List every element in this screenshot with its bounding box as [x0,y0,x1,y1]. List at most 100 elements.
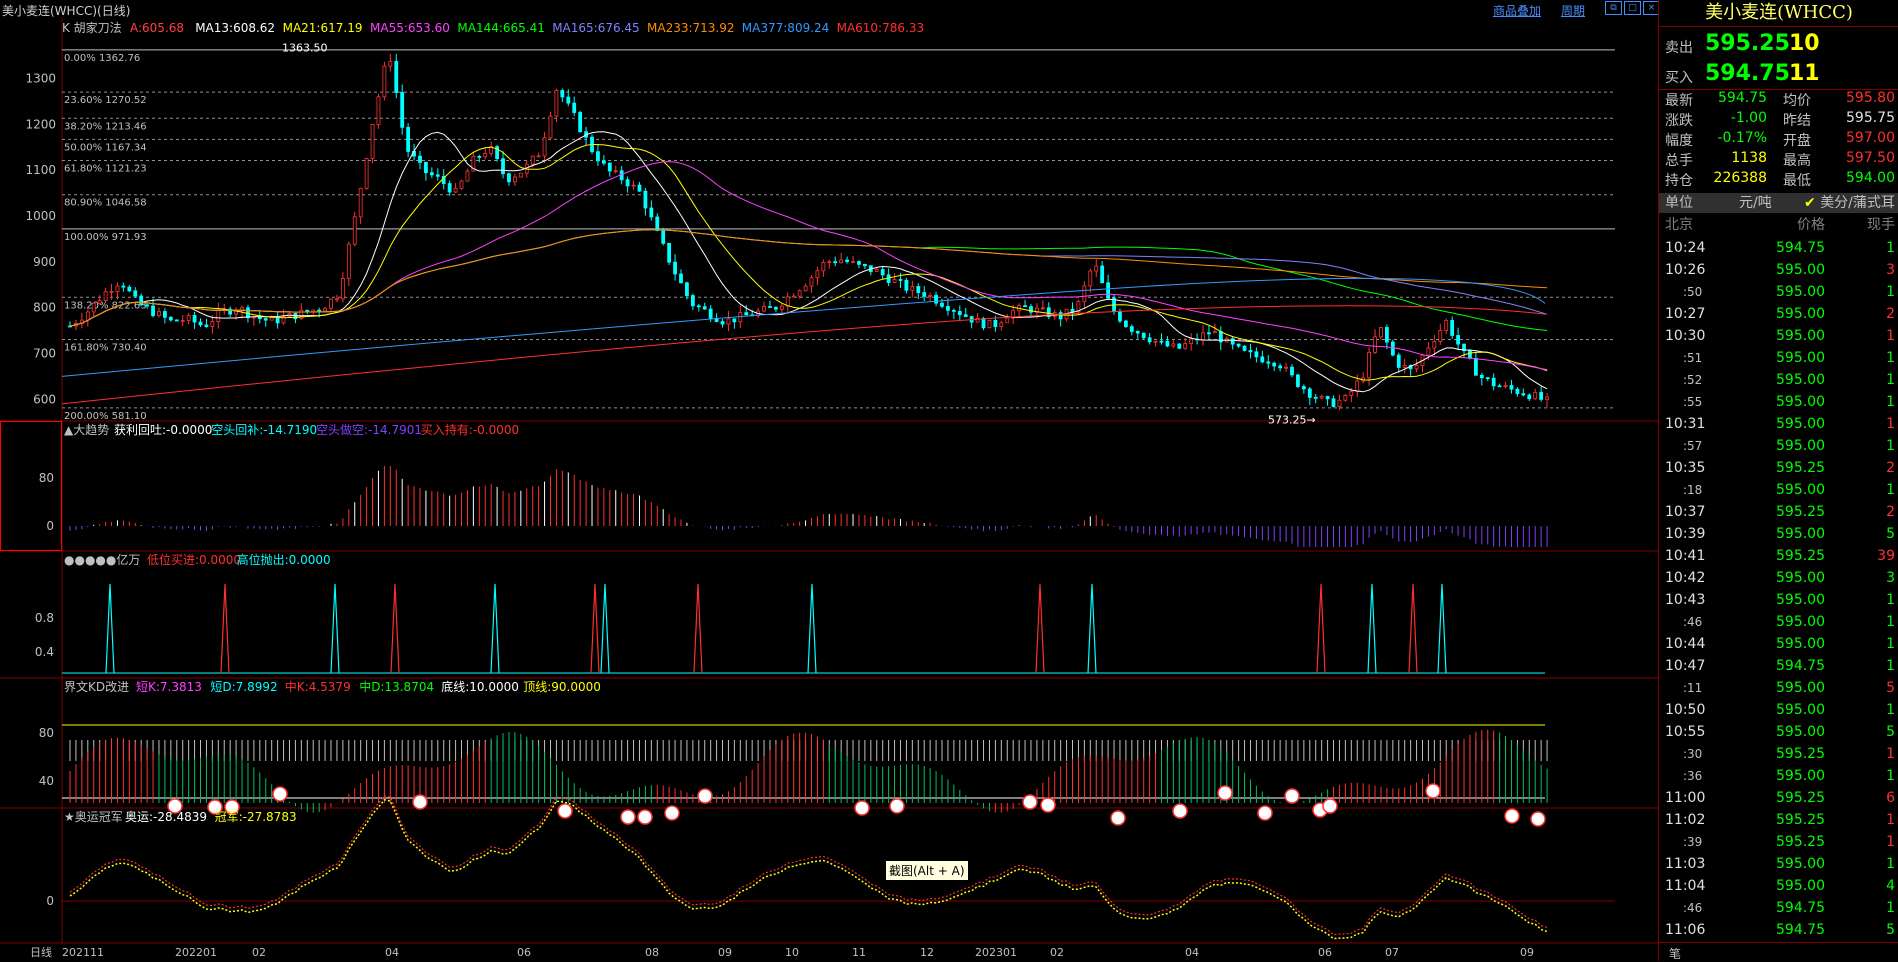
tick-time: :50 [1683,285,1703,299]
signal-spike [390,583,400,674]
candle-body [637,184,642,192]
signal-spike [1367,583,1377,674]
candle-body [204,324,209,328]
candle-body [1426,347,1431,356]
candle-body [275,317,280,324]
tick-volume: 1 [1886,636,1895,652]
fib-label: 38.20% 1213.46 [64,121,147,132]
candle-body [1100,265,1105,284]
tick-price: 595.00 [1776,372,1825,388]
bid-label: 买入 [1665,70,1693,86]
maximize-icon[interactable]: □ [1624,1,1641,15]
y-tick-label: 80 [39,726,54,740]
fib-label: 138.20% 822.63 [64,300,147,311]
tick-list[interactable]: 10:24 594.75 1 10:26 595.00 3:50 595.00 1 10:27 5… [1659,237,1898,941]
tick-row: 10:27 595.00 2 [1659,303,1898,325]
fib-label: 0.00% 1362.76 [64,53,140,64]
candle-body [370,124,375,159]
smiley-icon [412,794,428,810]
tick-row: 10:39 595.00 5 [1659,523,1898,545]
tick-row: :46 595.00 1 [1659,611,1898,633]
candle-body [513,176,517,183]
ticks-header: 北京 价格 现手 [1659,215,1898,235]
ticks-header-volume: 现手 [1867,217,1895,233]
panel-legend: 底线:10.0000 [441,679,519,694]
candle-body [477,156,482,158]
unit-option-toggle[interactable]: 美分/蒲式耳 [1804,193,1895,213]
candle-body [281,316,286,324]
candle-body [957,311,962,316]
panel-title: ★奥运冠军 [64,810,123,824]
panel-legend: 买入持有:-0.0000 [421,422,519,437]
y-tick-label: 0.4 [35,645,54,659]
candle-body [1236,343,1241,347]
fib-label: 23.60% 1270.52 [64,95,147,106]
tick-price: 594.75 [1776,922,1825,938]
candle-body [1118,311,1122,322]
candle-body [1325,396,1330,400]
candle-body [916,286,921,293]
candle-body [1349,391,1354,396]
tick-price: 595.25 [1776,548,1825,564]
candle-body [827,261,832,264]
moving-average-line [69,131,1548,393]
stat-row: 涨跌 -1.00 昨结 595.75 [1659,110,1898,130]
unit-bar: 单位 元/吨 美分/蒲式耳 [1659,193,1898,213]
signal-spike [330,583,340,674]
smiley-icon [207,799,223,815]
overlay-link[interactable]: 商品叠加 [1493,4,1542,18]
candle-body [839,259,844,264]
candle-body [429,172,434,176]
tick-volume: 5 [1886,922,1895,938]
signal-spike [693,583,703,674]
x-tick-label: 07 [1385,946,1399,959]
window-controls: ⧉ □ × [1605,1,1660,15]
tick-time: :51 [1683,351,1703,365]
tick-row: 10:24 594.75 1 [1659,237,1898,259]
tick-price: 595.00 [1776,614,1825,630]
tick-volume: 3 [1886,262,1895,278]
tick-volume: 5 [1886,724,1895,740]
candle-body [198,321,203,326]
candle-body [501,158,505,175]
tick-price: 595.25 [1776,812,1825,828]
tick-price: 595.25 [1776,746,1825,762]
tick-time: 10:43 [1665,592,1706,608]
restore-icon[interactable]: ⧉ [1605,1,1622,15]
candle-body [1290,366,1294,376]
candle-body [833,261,838,264]
high-annotation: 1363.50 [282,42,328,55]
panel-legend: 空头做空:-14.7901 [316,422,422,437]
candle-body [228,308,233,315]
smiley-icon [1504,808,1520,824]
candle-body [1533,392,1538,400]
candle-body [465,170,470,182]
candle-body [946,305,950,311]
tick-time: :57 [1683,439,1703,453]
candle-body [1272,362,1277,367]
fib-label: 80.90% 1046.58 [64,198,147,209]
candle-body [1503,385,1508,387]
candle-body [168,316,173,321]
candle-body [922,292,927,297]
smiley-icon [1425,783,1441,799]
indicator-label: MA377:809.24 [742,21,830,35]
candle-body [127,286,132,292]
period-link[interactable]: 周期 [1561,4,1586,18]
candle-body [726,318,731,325]
candle-body [1473,357,1478,376]
candle-body [346,243,351,279]
ma610-line [61,305,1546,405]
tick-time: 11:06 [1665,922,1706,938]
candle-body [560,90,565,98]
signal-spike [1437,583,1447,674]
candle-body [999,322,1004,328]
candle-body [655,216,660,231]
y-tick-label: 1000 [25,209,56,223]
x-tick-label: 202111 [62,946,104,959]
signal-spike [220,583,230,674]
candle-body [809,277,814,287]
panel-legend: 空头回补:-14.7190 [211,423,317,437]
candle-body [1123,320,1128,328]
